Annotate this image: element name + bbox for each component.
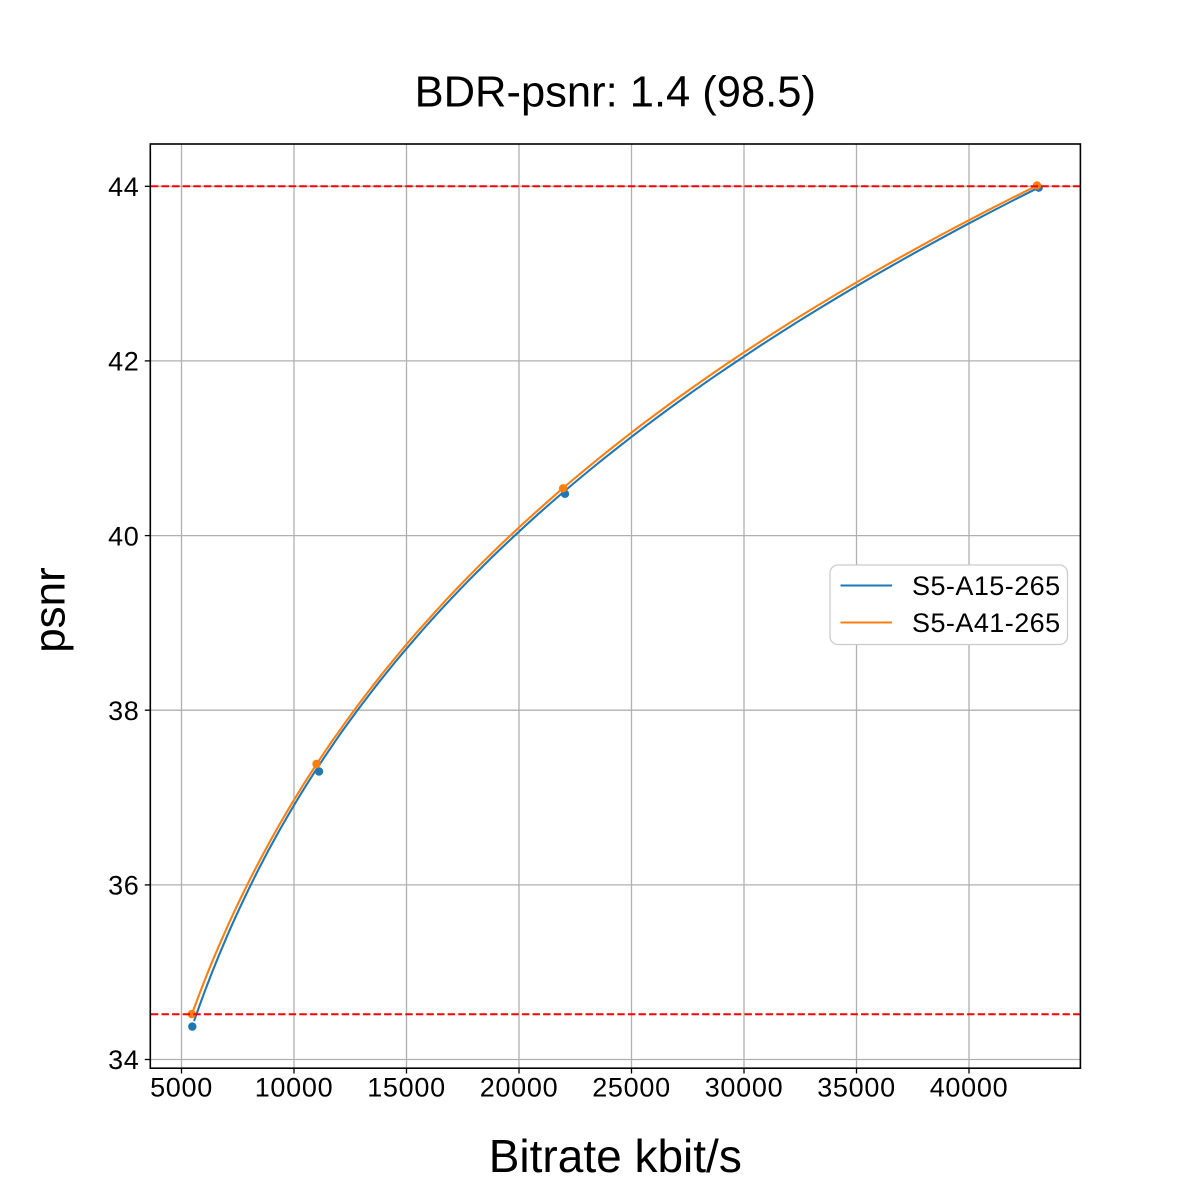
svg-text:5000: 5000 bbox=[150, 1073, 213, 1103]
svg-text:S5-A15-265: S5-A15-265 bbox=[912, 571, 1061, 601]
svg-text:36: 36 bbox=[108, 871, 139, 901]
svg-text:44: 44 bbox=[108, 172, 139, 202]
svg-text:Bitrate kbit/s: Bitrate kbit/s bbox=[489, 1130, 742, 1182]
svg-text:15000: 15000 bbox=[367, 1073, 446, 1103]
svg-text:40: 40 bbox=[108, 521, 139, 551]
svg-text:psnr: psnr bbox=[26, 567, 75, 653]
svg-text:38: 38 bbox=[108, 696, 139, 726]
svg-text:20000: 20000 bbox=[480, 1073, 559, 1103]
svg-text:34: 34 bbox=[108, 1045, 139, 1075]
svg-text:30000: 30000 bbox=[705, 1073, 784, 1103]
svg-text:BDR-psnr: 1.4 (98.5): BDR-psnr: 1.4 (98.5) bbox=[415, 69, 816, 117]
svg-text:35000: 35000 bbox=[817, 1073, 896, 1103]
svg-text:25000: 25000 bbox=[592, 1073, 671, 1103]
svg-text:10000: 10000 bbox=[255, 1073, 334, 1103]
svg-text:42: 42 bbox=[108, 347, 139, 377]
svg-text:S5-A41-265: S5-A41-265 bbox=[912, 608, 1061, 638]
svg-text:40000: 40000 bbox=[930, 1073, 1009, 1103]
